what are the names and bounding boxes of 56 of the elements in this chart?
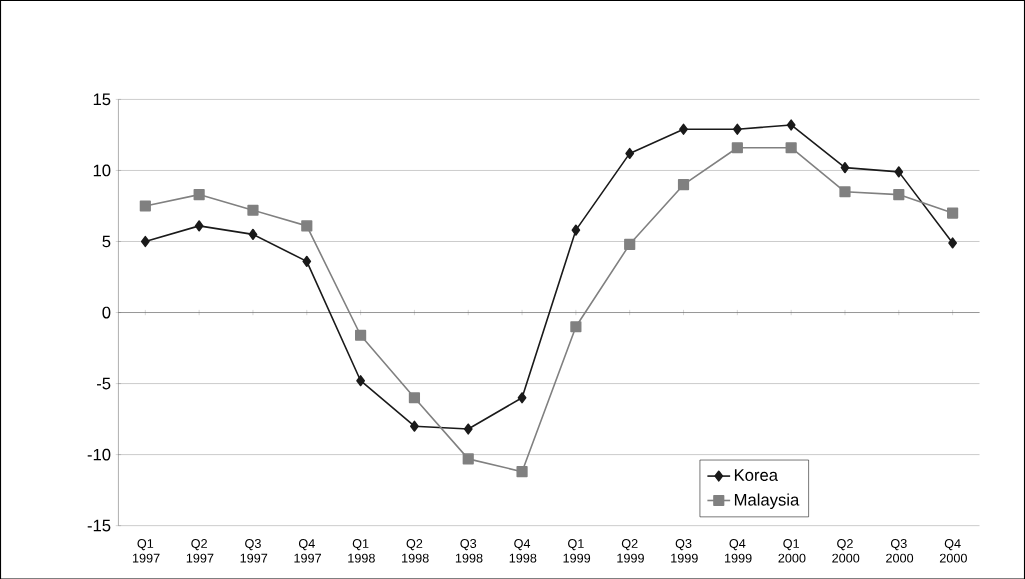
point [570,320,582,333]
point [625,147,635,159]
point [247,204,259,216]
legend-label: Malaysia [734,493,800,509]
point [517,391,527,404]
y-tick-label: 0 [102,306,111,319]
point [301,220,313,232]
x-tick-label: Q3 2000 [886,538,914,563]
x-tick-label: Q1 1999 [563,538,591,563]
point [139,200,151,212]
legend-label: Korea [734,469,779,481]
point [355,329,367,341]
x-tick-label: Q4 1999 [724,538,752,563]
point [302,255,312,267]
point [193,188,205,200]
y-tick-label: 15 [93,93,111,106]
point [679,123,688,135]
point [893,188,905,200]
point [948,237,958,249]
x-tick-label: Q4 1998 [509,538,537,563]
point [571,224,581,236]
x-tick-label: Q2 1998 [402,538,429,563]
point [786,119,796,131]
x-tick-label: Q1 2000 [778,538,806,563]
point [732,123,742,135]
point [677,178,690,191]
point [731,141,743,154]
point [194,220,204,232]
x-tick-label: Q4 2000 [939,538,967,563]
point [462,453,474,465]
y-tick-label: -5 [96,377,111,390]
point [410,420,419,432]
x-tick-label: Q1 1997 [132,538,160,563]
point [947,207,959,219]
point [840,161,850,173]
point [408,391,421,404]
x-tick-label: Q1 1998 [348,538,375,563]
point [463,423,473,435]
y-tick-label: 5 [102,235,111,248]
x-tick-label: Q3 1997 [240,538,268,563]
x-tick-label: Q2 1997 [186,538,214,563]
point [140,235,150,247]
point [785,141,797,154]
point [516,465,528,478]
point [248,228,258,240]
x-tick-label: Q4 1997 [294,538,321,563]
point [839,185,851,198]
x-tick-label: Q2 1999 [617,538,644,563]
x-tick-label: Q3 1999 [671,538,698,563]
y-tick-label: -10 [87,448,111,461]
y-tick-label: 10 [93,164,111,177]
y-tick-label: -15 [87,519,111,532]
point [894,166,904,178]
x-tick-label: Q3 1998 [455,538,483,563]
point [624,238,636,250]
x-tick-label: Q2 2000 [832,538,860,563]
